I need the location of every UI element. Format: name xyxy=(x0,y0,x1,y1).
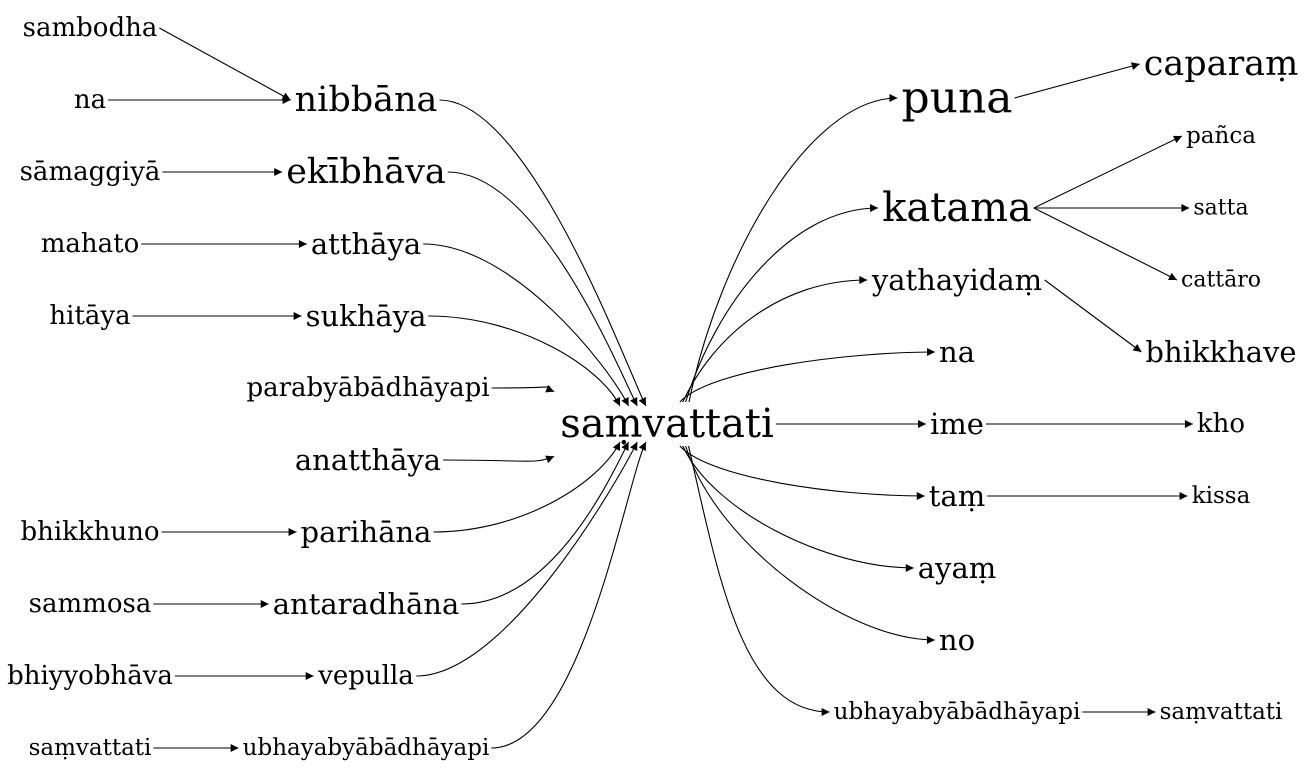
edge-samv-c-to-puna xyxy=(688,94,898,403)
edge-vepulla-to-samv-c xyxy=(416,441,638,677)
edge-samv-c-to-na-r xyxy=(679,348,936,403)
node-sukhaya-sukhaya: sukhāya xyxy=(306,299,427,333)
node-parabyabadhayapi-parabya: parabyābādhāyapi xyxy=(246,373,489,403)
edges-layer xyxy=(108,27,1193,752)
edge-yathayidam-to-bhikkhave xyxy=(1044,279,1142,353)
node-hitaya-hitaya: hitāya xyxy=(49,301,130,331)
node-bhikkhave-bhikkhave: bhikkhave xyxy=(1145,335,1296,369)
node-sammosa-sammosa: sammosa xyxy=(29,589,152,619)
node-panca-panca: pañca xyxy=(1186,123,1256,149)
node-kissa-kissa: kissa xyxy=(1192,483,1251,509)
edge-puna-to-caparam xyxy=(1014,62,1140,99)
node-ekibhava-ekibhava: ekībhāva xyxy=(286,152,446,192)
node-katama-katama: katama xyxy=(882,185,1032,231)
edge-anatthaya-to-samv-c xyxy=(443,455,555,464)
node-vepulla-vepulla: vepulla xyxy=(317,661,414,691)
node-na-na-r: na xyxy=(939,335,975,369)
edge-parihana-to-samv-c xyxy=(433,441,621,533)
node-ubhayabyabadhayapi-ubhaya-l: ubhayabyābādhāyapi xyxy=(243,735,490,761)
edge-katama-to-cattaro xyxy=(1033,207,1178,281)
edge-ubhaya-l-to-samv-c xyxy=(491,441,647,749)
node-ubhayabyabadhayapi-ubhaya-r: ubhayabyābādhāyapi xyxy=(834,699,1081,725)
node-na-na-l: na xyxy=(74,85,106,115)
node-anatthaya-anatthaya: anatthāya xyxy=(295,443,441,477)
node-antaradhana-antaradhana: antaradhāna xyxy=(273,587,460,621)
node-bhikkhuno-bhikkhuno: bhikkhuno xyxy=(20,517,159,547)
node-ime-ime: ime xyxy=(930,407,984,441)
node-satta-satta: satta xyxy=(1193,196,1248,221)
node-bhiyyobhava-bhiyyo: bhiyyobhāva xyxy=(7,661,173,691)
edge-antaradhana-to-samv-c xyxy=(461,441,630,605)
node-kho-kho: kho xyxy=(1197,409,1245,439)
node-puna-puna: puna xyxy=(901,73,1012,124)
node-atthaya-atthaya: atthāya xyxy=(311,227,421,261)
node-ayam-ayam: ayaṃ xyxy=(918,551,996,585)
edge-samv-c-to-tam xyxy=(679,445,925,500)
node-tam-tam: taṃ xyxy=(929,479,985,513)
edge-sambodha-to-nibbana xyxy=(159,27,291,101)
edge-sukhaya-to-samv-c xyxy=(428,315,621,407)
nodes-layer: sambodha na nibbāna sāmaggiyā ekībhāva mahato… xyxy=(7,13,1298,761)
node-samvattati-samv-l: saṃvattati xyxy=(29,735,152,761)
edge-atthaya-to-samv-c xyxy=(423,243,630,407)
edge-katama-to-panca xyxy=(1033,135,1183,209)
edge-ekibhava-to-samv-c xyxy=(447,171,638,407)
edge-samv-c-to-ubhaya-r xyxy=(687,445,830,716)
node-samvattati-samv-r: saṃvattati xyxy=(1160,699,1283,725)
node-yathayidam-yathayidam: yathayidaṃ xyxy=(871,263,1042,297)
node-caparam-caparam: caparaṃ xyxy=(1144,44,1299,84)
edge-nibbana-to-samv-c xyxy=(439,99,647,407)
node-parihana-parihana: parihāna xyxy=(301,515,432,549)
node-samaggiya-samaggiya: sāmaggiyā xyxy=(20,157,161,187)
edge-samv-c-to-katama xyxy=(685,204,879,403)
node-samvattati-samv-c: saṃvattati xyxy=(560,401,774,447)
node-nibbana-nibbana: nibbāna xyxy=(295,80,438,120)
edge-samv-c-to-no xyxy=(685,445,935,644)
node-no-no: no xyxy=(939,623,975,657)
edge-samv-c-to-ayam xyxy=(682,445,914,572)
node-sambodha-sambodha: sambodha xyxy=(23,13,158,43)
node-cattaro-cattaro: cattāro xyxy=(1181,268,1261,293)
node-mahato-mahato: mahato xyxy=(41,229,140,259)
edge-parabya-to-samv-c xyxy=(491,384,555,393)
edge-samv-c-to-yathayidam xyxy=(682,276,868,403)
